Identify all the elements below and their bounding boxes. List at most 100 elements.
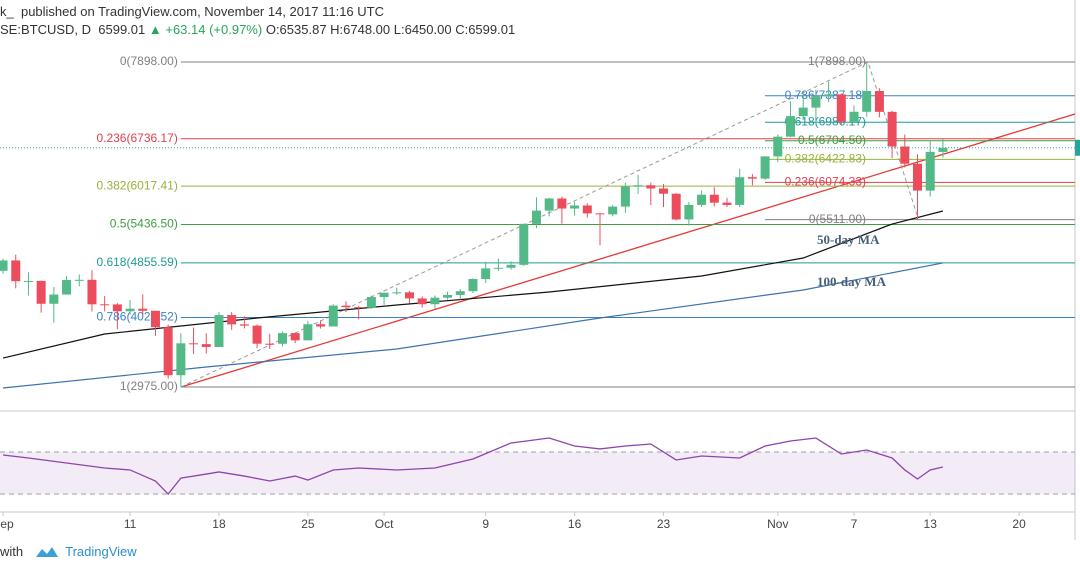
candle-body — [239, 324, 249, 326]
trend-line — [180, 113, 1076, 388]
ma-annotation: 100-day MA — [817, 274, 887, 289]
candle-body — [620, 186, 630, 207]
candle-body — [328, 305, 338, 327]
fib-label: 0.382(6017.41) — [96, 178, 177, 192]
candle-body — [646, 185, 656, 189]
candle-body — [341, 305, 351, 308]
fib-label: 0.236(6736.17) — [96, 131, 177, 145]
candle-body — [354, 307, 364, 309]
candle-body — [836, 94, 846, 122]
last-price-tag — [1075, 139, 1080, 156]
fib-label: 1(2975.00) — [120, 379, 178, 393]
candle-body — [36, 280, 46, 304]
x-tick-label: Sep — [0, 517, 14, 531]
candle-body — [138, 308, 148, 311]
candle-body — [887, 111, 897, 147]
header-line-2: SE:BTCUSD, D 6599.01 ▲ +63.14 (+0.97%) O… — [0, 22, 516, 37]
fib-label: 0.5(5436.50) — [110, 217, 178, 231]
candle-body — [265, 343, 275, 345]
x-tick-label: 9 — [482, 517, 489, 531]
fib-label: 1(7898.00) — [808, 54, 866, 68]
candle-body — [874, 90, 884, 112]
candle-body — [557, 198, 567, 209]
candle-body — [570, 205, 580, 209]
x-tick-label: 23 — [657, 517, 671, 531]
fib-label: 0.236(6074.33) — [785, 175, 866, 189]
candle-body — [176, 343, 186, 376]
candle-body — [811, 96, 821, 108]
price: 6599.01 — [98, 22, 146, 37]
candle-body — [252, 325, 262, 344]
ma-annotation: 50-day MA — [817, 232, 880, 247]
fib-label: 0.786(4028.52) — [96, 310, 177, 324]
candle-body — [709, 194, 719, 203]
fib-label: 0.618(4855.59) — [96, 255, 177, 269]
candle-body — [697, 194, 707, 205]
candle-body — [925, 151, 935, 191]
footer-brand[interactable]: TradingView — [65, 544, 137, 559]
candle-body — [760, 156, 770, 179]
candle-body — [493, 267, 503, 269]
change: ▲ +63.14 (+0.97%) — [148, 22, 263, 37]
candle-body — [125, 308, 135, 312]
candle-body — [189, 343, 199, 345]
candle-body — [379, 292, 389, 298]
candle-body — [824, 94, 834, 97]
candle-body — [316, 324, 326, 327]
candle-body — [608, 206, 618, 215]
candle-body — [277, 333, 287, 344]
candle-body — [595, 213, 605, 215]
ohlc: O:6535.87 H:6748.00 L:6450.00 C:6599.01 — [265, 22, 516, 37]
candle-body — [74, 279, 84, 281]
candle-body — [722, 202, 732, 205]
candle-body — [544, 198, 554, 211]
x-tick-label: Nov — [767, 517, 788, 531]
candle-body — [49, 294, 59, 304]
candle-body — [23, 280, 33, 282]
x-tick-label: 13 — [924, 517, 938, 531]
candle-body — [633, 185, 643, 187]
candle-body — [0, 260, 8, 271]
symbol: SE:BTCUSD, D — [0, 22, 92, 37]
candle-body — [150, 310, 160, 328]
header-line-1: k_ published on TradingView.com, Novembe… — [0, 4, 384, 19]
candle-body — [366, 297, 376, 308]
candle-body — [747, 177, 757, 179]
candle-body — [11, 260, 21, 282]
candle-body — [938, 147, 948, 152]
candle-body — [684, 204, 694, 220]
candle-body — [303, 324, 313, 341]
candle-body — [87, 279, 97, 305]
candle-body — [430, 297, 440, 305]
candle-body — [519, 223, 529, 265]
fib-label: 0(7898.00) — [120, 54, 178, 68]
x-tick-label: 25 — [301, 517, 315, 531]
publisher: k_ — [0, 4, 14, 19]
candle-body — [417, 298, 427, 305]
candle-body — [112, 304, 122, 312]
candle-body — [671, 193, 681, 220]
candle-body — [531, 210, 541, 224]
candle-body — [100, 304, 110, 306]
logo-shape — [36, 546, 59, 557]
candle-body — [798, 107, 808, 117]
candle-body — [455, 291, 465, 295]
candle-body — [443, 294, 453, 298]
published: published on TradingView.com, November 1… — [20, 4, 384, 19]
footer-with: with — [0, 544, 24, 559]
fib-label: 0.5(6704.50) — [798, 133, 866, 147]
candle-body — [900, 146, 910, 164]
x-tick-label: 18 — [212, 517, 226, 531]
candle-body — [468, 279, 478, 292]
x-tick-label: 20 — [1012, 517, 1026, 531]
candle-body — [506, 264, 516, 268]
candle-body — [392, 292, 402, 294]
footer: with TradingView — [0, 544, 137, 559]
x-tick-label: 11 — [124, 517, 137, 531]
candle-body — [735, 177, 745, 205]
candle-body — [849, 111, 859, 122]
candle-body — [163, 327, 173, 376]
candle-body — [214, 315, 224, 347]
